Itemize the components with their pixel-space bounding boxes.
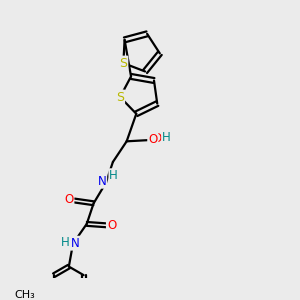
Text: N: N: [71, 237, 80, 250]
Text: N: N: [98, 175, 106, 188]
Text: O: O: [107, 219, 116, 232]
Text: O: O: [148, 134, 158, 146]
Text: OH: OH: [152, 132, 170, 145]
Text: S: S: [119, 57, 128, 70]
Text: H: H: [162, 131, 171, 144]
Text: S: S: [116, 91, 124, 103]
Text: O: O: [64, 193, 74, 206]
Text: H: H: [61, 236, 70, 249]
Text: H: H: [109, 169, 118, 182]
Text: CH₃: CH₃: [14, 290, 35, 300]
